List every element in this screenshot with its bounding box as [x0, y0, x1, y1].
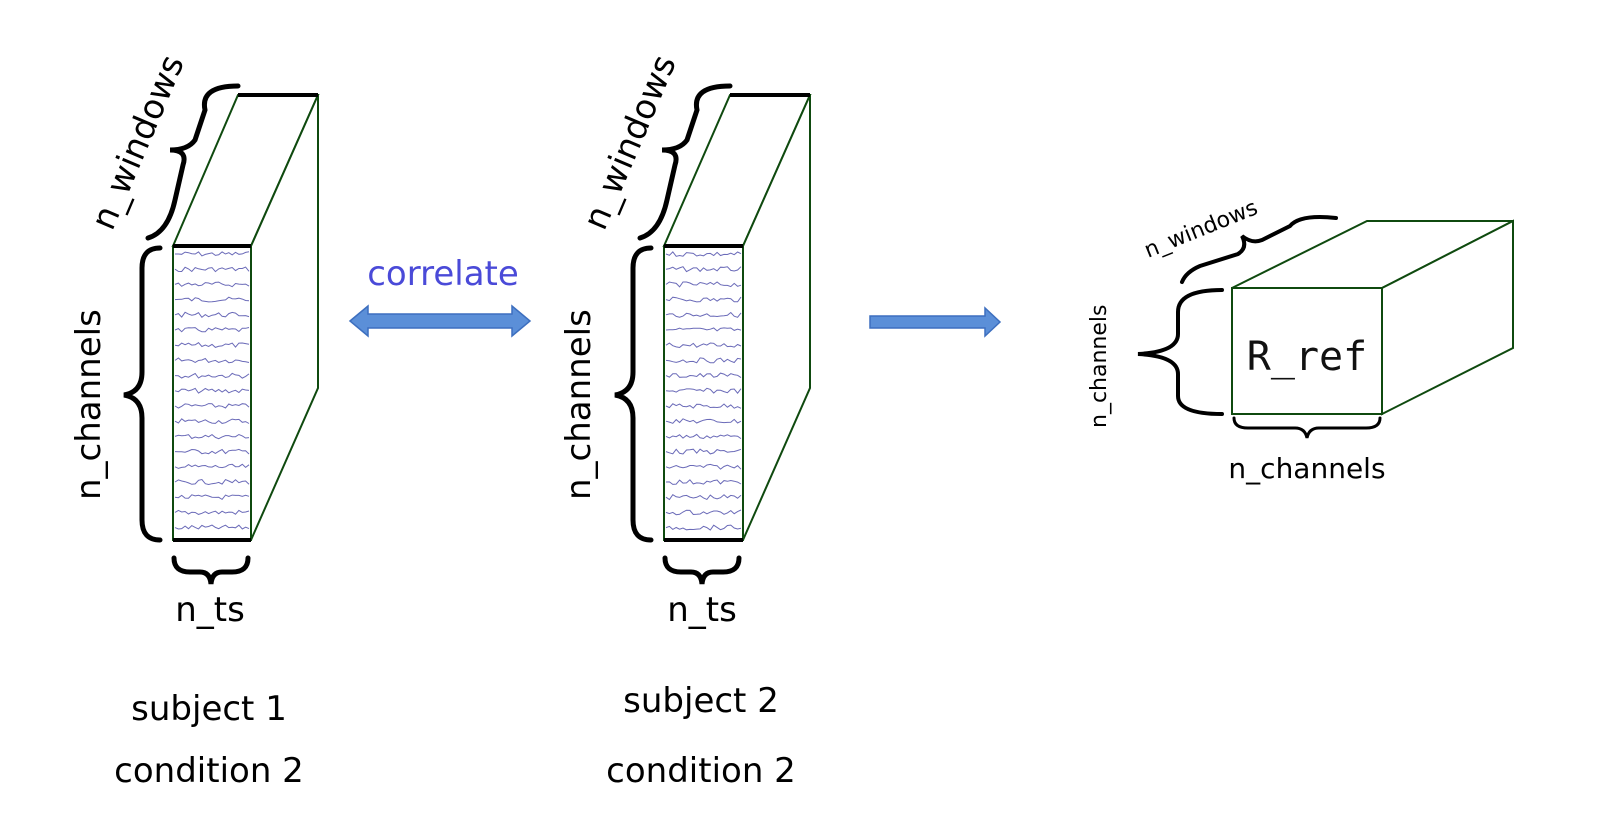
signal-trace: [174, 357, 250, 364]
signal-trace: [174, 311, 250, 319]
signal-trace: [174, 433, 250, 440]
result-channels-left-label: n_channels: [1087, 305, 1112, 428]
signal-trace: [174, 524, 250, 530]
signal-trace: [665, 357, 742, 364]
subject2-ts-label: n_ts: [667, 590, 737, 630]
subject2-windows-brace: [637, 83, 733, 241]
result-block: R_ref n_windows n_channels n_channels: [1087, 195, 1514, 485]
subject1-ts-label: n_ts: [175, 590, 245, 630]
signal-trace: [665, 403, 742, 409]
subject1-channels-label: n_channels: [69, 309, 109, 500]
subject1-caption-line1: subject 1: [131, 689, 287, 729]
subject1-windows-brace: [145, 83, 241, 241]
signal-trace: [665, 463, 742, 470]
subject2-caption-line2: condition 2: [606, 751, 796, 791]
signal-trace: [174, 448, 250, 455]
subject1-caption-line2: condition 2: [114, 751, 304, 791]
correlate-label: correlate: [367, 254, 519, 294]
signal-trace: [174, 509, 250, 515]
subject1-ts-brace: [171, 555, 251, 585]
signal-trace: [665, 266, 742, 273]
signal-trace: [665, 448, 742, 455]
subject2-ts-brace: [662, 555, 742, 585]
signal-trace: [665, 372, 742, 379]
signal-trace: [665, 524, 742, 531]
signal-trace: [665, 327, 742, 332]
subject1-windows-label: n_windows: [83, 49, 192, 235]
signal-trace: [174, 478, 250, 486]
signal-trace: [665, 479, 742, 485]
subject2-channels-label: n_channels: [559, 309, 599, 500]
signal-trace: [174, 327, 250, 333]
signal-trace: [175, 251, 250, 257]
signal-trace: [174, 296, 250, 303]
subject1-traces: [174, 251, 250, 530]
signal-trace: [174, 403, 250, 409]
signal-trace: [665, 433, 742, 440]
signal-trace: [665, 342, 742, 349]
signal-trace: [174, 281, 250, 288]
result-channels-left-brace: [1137, 288, 1224, 416]
right-arrow-icon: [869, 306, 1002, 338]
subject2-traces: [665, 251, 742, 531]
signal-trace: [174, 266, 250, 273]
subject2-channels-brace: [614, 245, 654, 543]
signal-trace: [174, 342, 250, 348]
signal-trace: [665, 281, 742, 288]
signal-trace: [174, 494, 250, 501]
result-matrix-label: R_ref: [1247, 334, 1367, 380]
signal-trace: [174, 372, 250, 379]
signal-trace: [665, 418, 742, 424]
signal-trace: [665, 387, 742, 395]
result-windows-label: n_windows: [1141, 195, 1262, 263]
signal-trace: [174, 463, 250, 469]
signal-trace: [665, 311, 742, 318]
result-channels-bottom-label: n_channels: [1228, 452, 1385, 485]
result-channels-bottom-brace: [1232, 416, 1382, 439]
correlate-arrow-group: correlate: [348, 254, 532, 338]
signal-trace: [665, 296, 742, 303]
result-windows-brace: [1180, 215, 1338, 284]
subject2-block: n_windows n_channels n_ts subject 2 cond…: [559, 49, 812, 791]
signal-trace: [174, 418, 250, 424]
signal-trace: [665, 251, 742, 257]
subject2-windows-label: n_windows: [575, 49, 684, 235]
subject1-front-face: [172, 245, 252, 541]
result-front-face: [1231, 287, 1383, 415]
signal-trace: [665, 509, 742, 516]
signal-trace: [665, 494, 742, 501]
subject1-block: n_windows n_channels n_ts subject 1 cond…: [69, 49, 320, 791]
signal-trace: [174, 387, 250, 394]
subject1-channels-brace: [123, 245, 163, 543]
double-arrow-icon: [348, 304, 532, 338]
subject2-front-face: [663, 245, 744, 541]
subject2-caption-line1: subject 2: [623, 681, 779, 721]
